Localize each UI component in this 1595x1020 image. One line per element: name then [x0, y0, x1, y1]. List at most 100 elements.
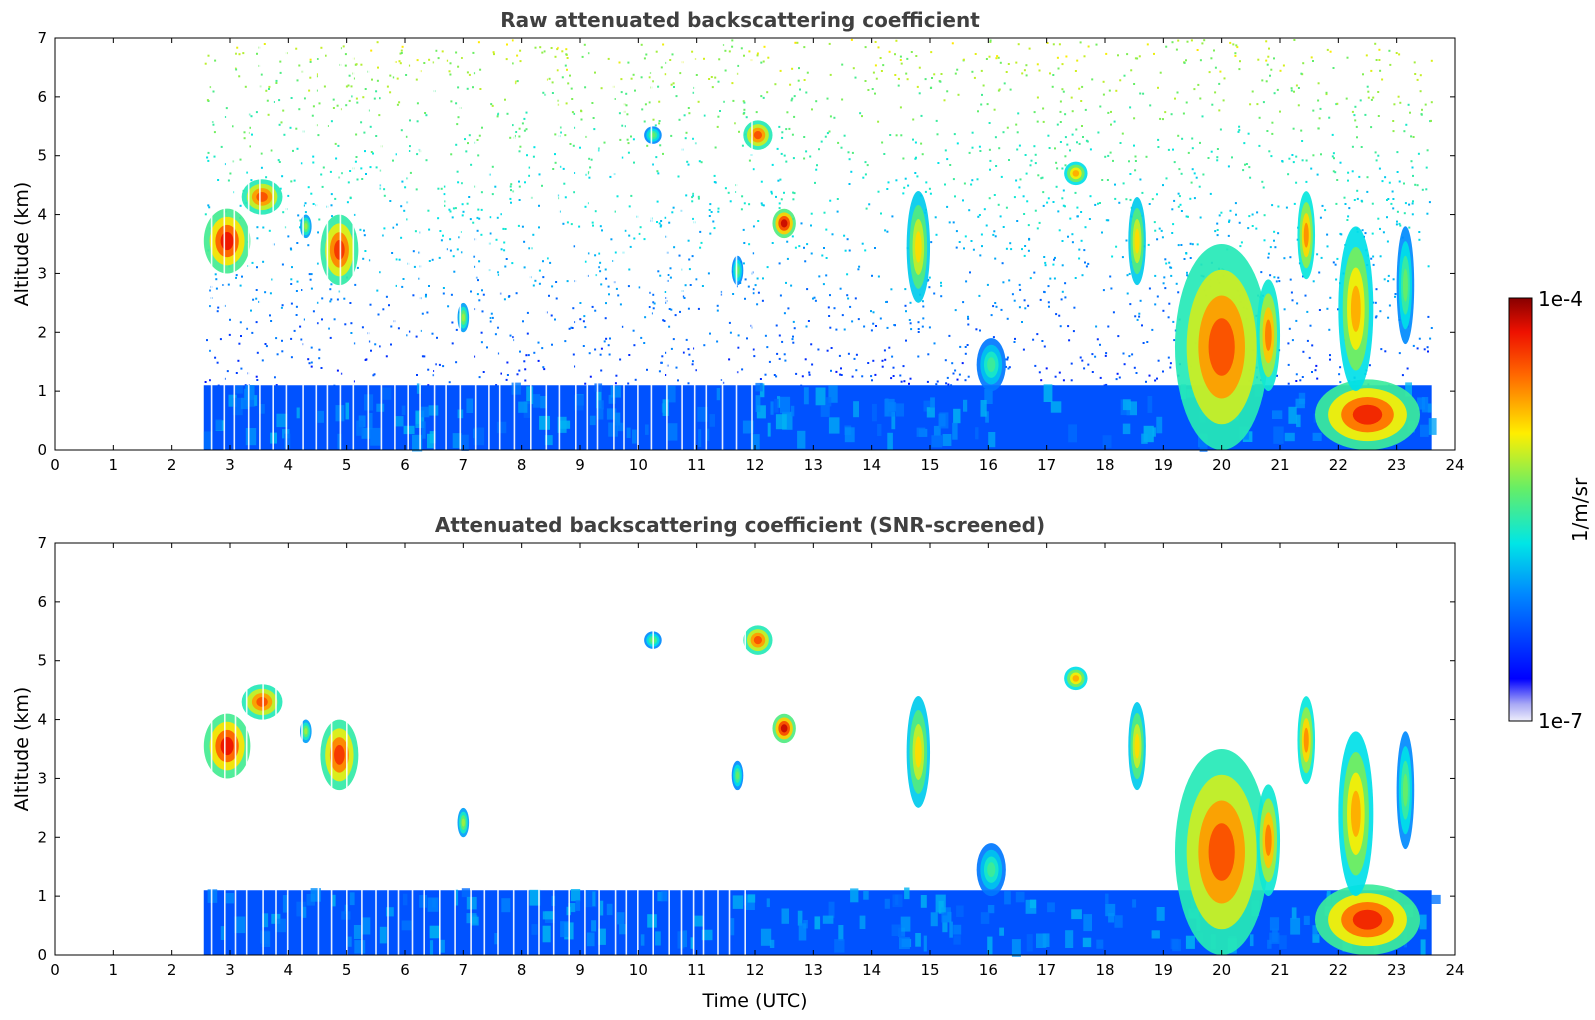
colorbar: 1e-4 1e-7 1/m/sr — [1508, 287, 1592, 733]
y-tick-label: 6 — [37, 593, 47, 611]
x-tick-label: 8 — [517, 456, 527, 474]
x-tick-label: 20 — [1212, 961, 1231, 979]
cloud-feature-16 — [1352, 909, 1383, 930]
x-tick-label: 20 — [1212, 456, 1231, 474]
x-tick-label: 7 — [459, 961, 469, 979]
x-tick-label: 23 — [1387, 961, 1406, 979]
y-tick-label: 7 — [37, 29, 47, 47]
x-tick-label: 17 — [1037, 456, 1056, 474]
x-tick-label: 19 — [1154, 961, 1173, 979]
cloud-feature-9 — [915, 231, 922, 263]
y-tick-label: 7 — [37, 534, 47, 552]
y-axis-label: Altitude (km) — [11, 687, 33, 812]
x-tick-label: 9 — [575, 961, 585, 979]
x-tick-label: 3 — [225, 456, 235, 474]
cloud-feature-7 — [780, 219, 788, 228]
cloud-feature-1 — [256, 192, 268, 202]
x-tick-label: 10 — [629, 456, 648, 474]
cloud-feature-7 — [780, 724, 788, 733]
y-tick-label: 5 — [37, 147, 47, 165]
x-tick-label: 0 — [50, 961, 60, 979]
x-tick-label: 6 — [400, 961, 410, 979]
x-tick-label: 1 — [109, 456, 119, 474]
cloud-feature-13 — [1208, 318, 1235, 376]
y-tick-label: 6 — [37, 88, 47, 106]
x-tick-label: 17 — [1037, 961, 1056, 979]
cloud-feature-6 — [753, 131, 763, 140]
cloud-feature-3 — [304, 223, 308, 230]
x-tick-label: 14 — [862, 961, 881, 979]
colorbar-gradient — [1508, 297, 1533, 722]
y-tick-label: 3 — [37, 769, 47, 787]
x-tick-label: 10 — [629, 961, 648, 979]
x-tick-label: 0 — [50, 456, 60, 474]
cloud-feature-9 — [915, 736, 922, 768]
x-tick-label: 3 — [225, 961, 235, 979]
colorbar-unit-label: 1/m/sr — [1568, 477, 1592, 542]
y-axis-ticks: 0 1 2 3 4 5 6 7 — [37, 29, 1455, 459]
x-tick-label: 19 — [1154, 456, 1173, 474]
cloud-feature-1 — [256, 697, 268, 707]
x-tick-label: 15 — [920, 961, 939, 979]
cloud-feature-13 — [1208, 823, 1235, 881]
colorbar-min-label: 1e-7 — [1538, 709, 1583, 733]
cloud-feature-10 — [987, 357, 996, 373]
cloud-feature-4 — [461, 313, 465, 322]
x-tick-label: 11 — [687, 456, 706, 474]
x-tick-label: 22 — [1329, 456, 1348, 474]
colorbar-max-label: 1e-4 — [1538, 287, 1583, 311]
cloud-feature-11 — [1072, 675, 1080, 682]
y-axis-label: Altitude (km) — [11, 182, 33, 307]
y-tick-label: 1 — [37, 887, 47, 905]
cloud-feature-15 — [1303, 222, 1309, 248]
cloud-feature-2 — [334, 239, 345, 260]
cloud-feature-15 — [1303, 727, 1309, 753]
x-tick-label: 18 — [1095, 456, 1114, 474]
x-tick-label: 4 — [284, 456, 294, 474]
x-tick-label: 22 — [1329, 961, 1348, 979]
missing-profile-gaps — [210, 38, 753, 450]
x-tick-label: 13 — [804, 456, 823, 474]
y-tick-label: 2 — [37, 828, 47, 846]
y-tick-label: 5 — [37, 652, 47, 670]
cloud-feature-4 — [461, 818, 465, 827]
x-axis-ticks: 0 1 2 3 4 5 6 7 8 9 10 11 12 13 14 15 16 17 18 19 20 21 22 23 24 — [50, 543, 1465, 979]
y-axis-ticks: 0 1 2 3 4 5 6 7 — [37, 534, 1455, 964]
cloud-feature-18 — [1402, 268, 1408, 302]
cloud-feature-14 — [1265, 824, 1272, 856]
x-tick-label: 8 — [517, 961, 527, 979]
x-tick-label: 24 — [1445, 456, 1464, 474]
x-tick-label: 11 — [687, 961, 706, 979]
x-tick-label: 16 — [979, 456, 998, 474]
cloud-feature-0 — [220, 736, 234, 756]
x-tick-label: 14 — [862, 456, 881, 474]
cloud-feature-12 — [1134, 228, 1140, 254]
y-tick-label: 0 — [37, 441, 47, 459]
panel-title: Raw attenuated backscattering coefficien… — [500, 8, 980, 32]
y-tick-label: 4 — [37, 711, 47, 729]
cloud-feature-14 — [1265, 319, 1272, 351]
cloud-feature-10 — [987, 862, 996, 878]
x-tick-label: 2 — [167, 456, 177, 474]
x-tick-label: 5 — [342, 456, 352, 474]
x-tick-label: 12 — [745, 456, 764, 474]
cloud-feature-3 — [304, 728, 308, 735]
x-tick-label: 4 — [284, 961, 294, 979]
x-tick-label: 18 — [1095, 961, 1114, 979]
cloud-feature-8 — [735, 771, 740, 780]
x-tick-label: 24 — [1445, 961, 1464, 979]
cloud-feature-0 — [220, 231, 234, 251]
y-tick-label: 3 — [37, 264, 47, 282]
cloud-feature-17 — [1350, 285, 1361, 332]
y-tick-label: 2 — [37, 323, 47, 341]
x-tick-label: 1 — [109, 961, 119, 979]
missing-profile-gaps — [210, 543, 746, 955]
x-tick-label: 21 — [1270, 961, 1289, 979]
y-tick-label: 1 — [37, 382, 47, 400]
x-tick-label: 6 — [400, 456, 410, 474]
snr-screened-panel: Attenuated backscattering coefficient (S… — [11, 513, 1465, 1012]
heatmap-area — [203, 38, 1437, 452]
x-tick-label: 23 — [1387, 456, 1406, 474]
x-tick-label: 7 — [459, 456, 469, 474]
